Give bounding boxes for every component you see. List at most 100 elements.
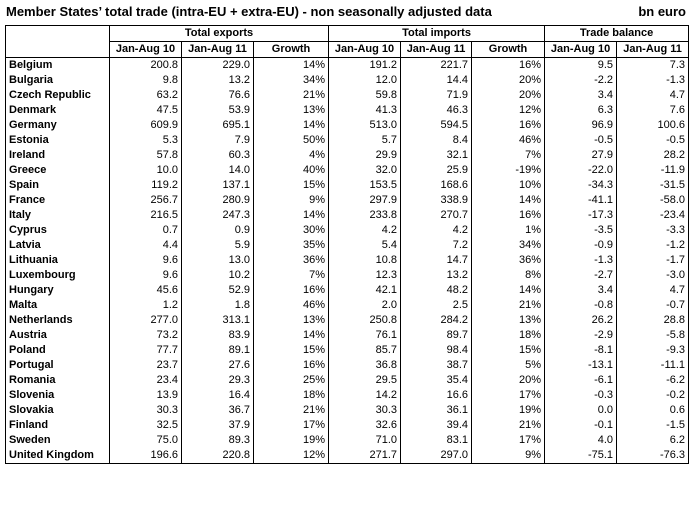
cell-exports-growth: 35% (252, 238, 330, 253)
cell-imports-jan-aug-10: 191.2 (328, 57, 402, 73)
cell-exports-jan-aug-10: 216.5 (109, 208, 182, 223)
cell-exports-jan-aug-10: 609.9 (109, 118, 182, 133)
cell-balance-jan-aug-11: -31.5 (616, 178, 690, 193)
cell-country: Sweden (5, 433, 110, 448)
cell-balance-jan-aug-10: 4.0 (544, 433, 618, 448)
cell-exports-growth: 4% (252, 148, 330, 163)
cell-balance-jan-aug-11: -0.5 (616, 133, 690, 148)
cell-exports-jan-aug-11: 29.3 (181, 373, 254, 388)
cell-exports-growth: 9% (252, 193, 330, 208)
cell-balance-jan-aug-11: 7.6 (616, 103, 690, 118)
cell-exports-jan-aug-11: 0.9 (181, 223, 254, 238)
cell-exports-growth: 14% (252, 57, 330, 73)
table-row: Malta 1.2 1.8 46% 2.0 2.5 21% -0.8 -0.7 (5, 298, 690, 313)
cell-exports-jan-aug-10: 1.2 (109, 298, 182, 313)
cell-exports-jan-aug-11: 220.8 (181, 448, 254, 464)
table-row: Bulgaria 9.8 13.2 34% 12.0 14.4 20% -2.2 -1.3 (5, 73, 690, 88)
cell-balance-jan-aug-10: -0.8 (544, 298, 618, 313)
cell-imports-jan-aug-11: 16.6 (400, 388, 473, 403)
table-row: Poland 77.7 89.1 15% 85.7 98.4 15% -8.1 -9.3 (5, 343, 690, 358)
cell-imports-growth: 5% (471, 358, 546, 373)
group-total-exports: Total exports (108, 25, 330, 42)
cell-balance-jan-aug-10: 3.4 (544, 283, 618, 298)
cell-exports-growth: 14% (252, 328, 330, 343)
cell-balance-jan-aug-10: -0.9 (544, 238, 618, 253)
cell-imports-jan-aug-10: 41.3 (328, 103, 402, 118)
cell-balance-jan-aug-11: 28.8 (616, 313, 690, 328)
cell-imports-growth: 17% (471, 388, 546, 403)
cell-exports-jan-aug-10: 32.5 (109, 418, 182, 433)
col-imports-jan-aug-11: Jan-Aug 11 (400, 41, 473, 58)
table-row: Romania 23.4 29.3 25% 29.5 35.4 20% -6.1 -6.2 (5, 373, 690, 388)
cell-imports-jan-aug-11: 270.7 (400, 208, 473, 223)
cell-imports-jan-aug-11: 8.4 (400, 133, 473, 148)
cell-imports-growth: 21% (471, 298, 546, 313)
cell-imports-jan-aug-11: 46.3 (400, 103, 473, 118)
cell-imports-jan-aug-10: 5.7 (328, 133, 402, 148)
cell-exports-growth: 16% (252, 358, 330, 373)
cell-exports-jan-aug-10: 196.6 (109, 448, 182, 464)
cell-balance-jan-aug-11: -1.7 (616, 253, 690, 268)
cell-imports-growth: 14% (471, 283, 546, 298)
cell-imports-jan-aug-11: 48.2 (400, 283, 473, 298)
cell-balance-jan-aug-11: -3.3 (616, 223, 690, 238)
cell-balance-jan-aug-10: -0.3 (544, 388, 618, 403)
cell-balance-jan-aug-11: -1.5 (616, 418, 690, 433)
cell-exports-jan-aug-10: 63.2 (109, 88, 182, 103)
cell-balance-jan-aug-11: -76.3 (616, 448, 690, 464)
cell-exports-growth: 21% (252, 403, 330, 418)
cell-imports-jan-aug-10: 29.9 (328, 148, 402, 163)
cell-imports-growth: 12% (471, 103, 546, 118)
col-exports-jan-aug-10: Jan-Aug 10 (109, 41, 182, 58)
unit-label: bn euro (638, 4, 686, 19)
cell-imports-growth: 7% (471, 148, 546, 163)
cell-imports-jan-aug-11: 221.7 (400, 57, 473, 73)
cell-imports-growth: 13% (471, 313, 546, 328)
cell-exports-jan-aug-11: 53.9 (181, 103, 254, 118)
cell-country: Austria (5, 328, 110, 343)
cell-imports-jan-aug-11: 89.7 (400, 328, 473, 343)
table-row: Portugal 23.7 27.6 16% 36.8 38.7 5% -13.1 -11.1 (5, 358, 690, 373)
cell-imports-jan-aug-10: 10.8 (328, 253, 402, 268)
cell-imports-jan-aug-10: 42.1 (328, 283, 402, 298)
cell-imports-jan-aug-10: 29.5 (328, 373, 402, 388)
cell-exports-jan-aug-10: 57.8 (109, 148, 182, 163)
cell-balance-jan-aug-10: 3.4 (544, 88, 618, 103)
cell-balance-jan-aug-11: -11.9 (616, 163, 690, 178)
table-row: Italy 216.5 247.3 14% 233.8 270.7 16% -17.3 -23.… (5, 208, 690, 223)
cell-imports-jan-aug-10: 513.0 (328, 118, 402, 133)
table-row: Greece 10.0 14.0 40% 32.0 25.9 -19% -22.0 -11.9 (5, 163, 690, 178)
cell-country: Romania (5, 373, 110, 388)
cell-exports-growth: 7% (252, 268, 330, 283)
cell-balance-jan-aug-11: 100.6 (616, 118, 690, 133)
cell-exports-jan-aug-11: 280.9 (181, 193, 254, 208)
cell-balance-jan-aug-11: -58.0 (616, 193, 690, 208)
cell-exports-jan-aug-10: 0.7 (109, 223, 182, 238)
cell-imports-jan-aug-10: 14.2 (328, 388, 402, 403)
cell-balance-jan-aug-11: 4.7 (616, 88, 690, 103)
cell-balance-jan-aug-11: -11.1 (616, 358, 690, 373)
cell-country: Greece (5, 163, 110, 178)
cell-imports-growth: 10% (471, 178, 546, 193)
cell-exports-jan-aug-11: 1.8 (181, 298, 254, 313)
cell-country: Slovakia (5, 403, 110, 418)
cell-imports-jan-aug-11: 7.2 (400, 238, 473, 253)
table-row: Germany 609.9 695.1 14% 513.0 594.5 16% 96.9 100… (5, 118, 690, 133)
table-row: Estonia 5.3 7.9 50% 5.7 8.4 46% -0.5 -0.5 (5, 133, 690, 148)
cell-country: Cyprus (5, 223, 110, 238)
cell-imports-growth: 46% (471, 133, 546, 148)
cell-country: Lithuania (5, 253, 110, 268)
cell-balance-jan-aug-11: 0.6 (616, 403, 690, 418)
cell-imports-jan-aug-10: 30.3 (328, 403, 402, 418)
cell-balance-jan-aug-11: 28.2 (616, 148, 690, 163)
cell-country: Poland (5, 343, 110, 358)
cell-exports-jan-aug-11: 229.0 (181, 57, 254, 73)
cell-exports-growth: 25% (252, 373, 330, 388)
cell-exports-jan-aug-11: 313.1 (181, 313, 254, 328)
cell-imports-jan-aug-11: 4.2 (400, 223, 473, 238)
cell-imports-jan-aug-11: 284.2 (400, 313, 473, 328)
cell-country: Bulgaria (5, 73, 110, 88)
cell-exports-growth: 15% (252, 343, 330, 358)
cell-imports-growth: 18% (471, 328, 546, 343)
